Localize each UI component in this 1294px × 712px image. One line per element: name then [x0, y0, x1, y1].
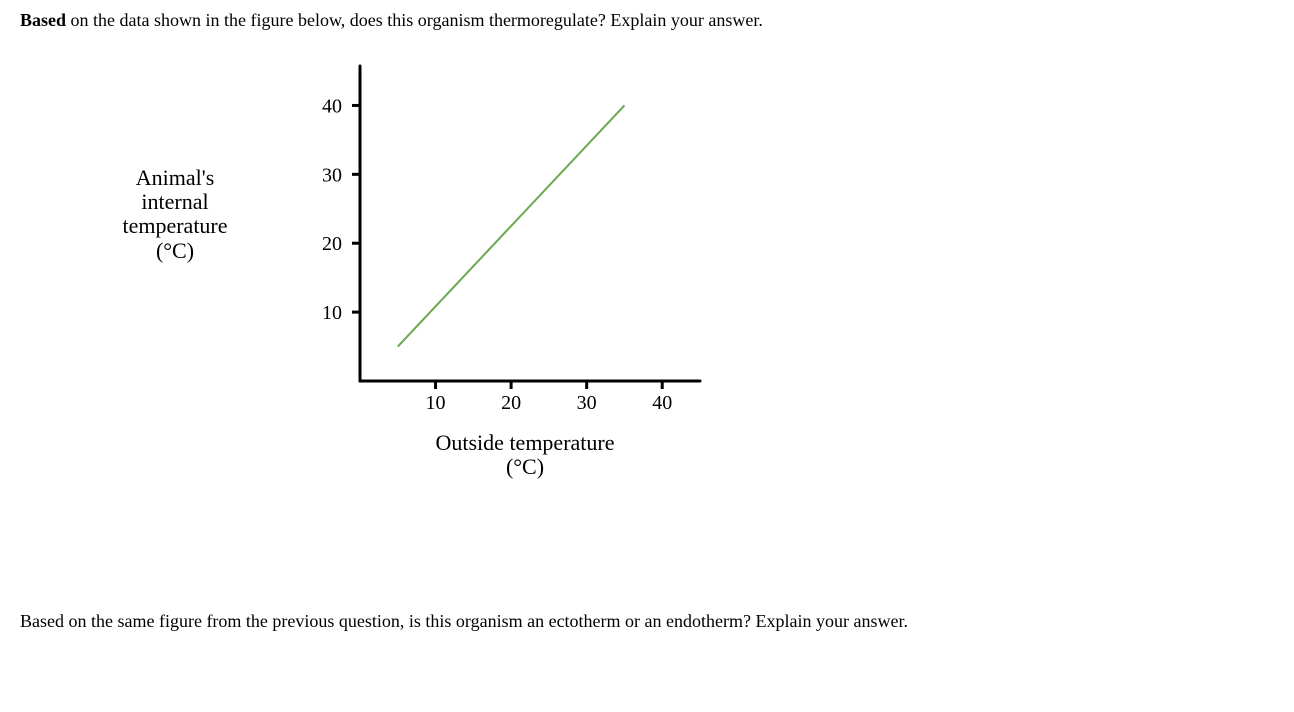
- x-axis-label: Outside temperature (°C): [350, 431, 700, 479]
- svg-text:10: 10: [322, 302, 342, 324]
- svg-text:40: 40: [322, 95, 342, 117]
- svg-text:30: 30: [577, 392, 597, 414]
- svg-text:40: 40: [652, 392, 672, 414]
- svg-text:20: 20: [322, 233, 342, 255]
- chart-svg: 10 20 30 40 10 20 30 40: [280, 51, 740, 431]
- svg-text:10: 10: [426, 392, 446, 414]
- svg-text:20: 20: [501, 392, 521, 414]
- question-1-bold: Based: [20, 10, 66, 30]
- y-axis-label: Animal's internal temperature (°C): [100, 166, 250, 263]
- question-2: Based on the same figure from the previo…: [20, 611, 1274, 632]
- question-1-rest: on the data shown in the figure below, d…: [66, 10, 763, 30]
- question-1: Based on the data shown in the figure be…: [20, 10, 1274, 31]
- figure: Animal's internal temperature (°C) 10 20 3…: [20, 51, 1274, 551]
- svg-text:30: 30: [322, 164, 342, 186]
